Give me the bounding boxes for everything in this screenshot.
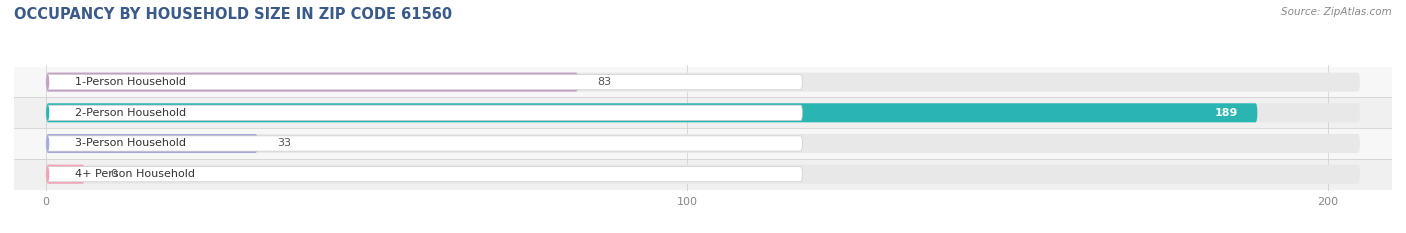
FancyBboxPatch shape: [46, 75, 49, 90]
FancyBboxPatch shape: [46, 105, 49, 120]
Text: Source: ZipAtlas.com: Source: ZipAtlas.com: [1281, 7, 1392, 17]
FancyBboxPatch shape: [46, 136, 49, 151]
Bar: [14, 128, 1392, 159]
FancyBboxPatch shape: [46, 73, 1360, 92]
FancyBboxPatch shape: [46, 165, 84, 184]
Bar: [14, 159, 1392, 189]
Text: 4+ Person Household: 4+ Person Household: [75, 169, 195, 179]
Text: 33: 33: [277, 138, 291, 148]
Text: OCCUPANCY BY HOUSEHOLD SIZE IN ZIP CODE 61560: OCCUPANCY BY HOUSEHOLD SIZE IN ZIP CODE …: [14, 7, 453, 22]
Text: 1-Person Household: 1-Person Household: [75, 77, 186, 87]
FancyBboxPatch shape: [46, 105, 803, 120]
Text: 0: 0: [110, 169, 117, 179]
Bar: [14, 97, 1392, 128]
Text: 83: 83: [598, 77, 612, 87]
Text: 189: 189: [1215, 108, 1239, 118]
FancyBboxPatch shape: [46, 103, 1360, 122]
FancyBboxPatch shape: [46, 136, 803, 151]
FancyBboxPatch shape: [46, 73, 578, 92]
FancyBboxPatch shape: [46, 167, 49, 182]
Text: 3-Person Household: 3-Person Household: [75, 138, 186, 148]
FancyBboxPatch shape: [46, 134, 1360, 153]
FancyBboxPatch shape: [46, 134, 257, 153]
Bar: [14, 67, 1392, 97]
FancyBboxPatch shape: [46, 103, 1257, 122]
Text: 2-Person Household: 2-Person Household: [75, 108, 186, 118]
FancyBboxPatch shape: [46, 165, 1360, 184]
FancyBboxPatch shape: [46, 167, 803, 182]
FancyBboxPatch shape: [46, 75, 803, 90]
